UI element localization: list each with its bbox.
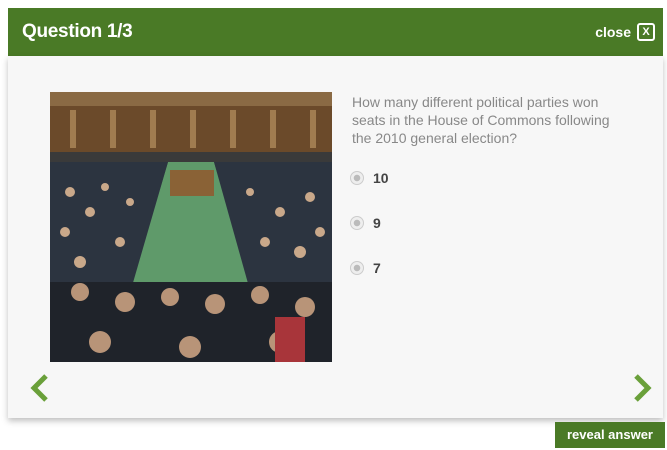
- radio[interactable]: [350, 261, 364, 275]
- option-label: 9: [373, 215, 381, 231]
- close-label: close: [595, 24, 631, 40]
- question-title: Question 1/3: [22, 21, 133, 42]
- option[interactable]: 7: [350, 260, 381, 276]
- prev-arrow[interactable]: [28, 372, 52, 404]
- header: Question 1/3 close X: [8, 8, 663, 56]
- option[interactable]: 10: [350, 170, 389, 186]
- option[interactable]: 9: [350, 215, 381, 231]
- option-label: 10: [373, 170, 389, 186]
- next-arrow[interactable]: [630, 372, 654, 404]
- reveal-button[interactable]: reveal answer: [555, 422, 665, 448]
- quiz-panel: How many different political parties won…: [8, 56, 663, 418]
- option-label: 7: [373, 260, 381, 276]
- radio[interactable]: [350, 171, 364, 185]
- close-icon: X: [637, 23, 655, 41]
- question-text: How many different political parties won…: [352, 94, 610, 146]
- photo: [50, 92, 332, 362]
- radio[interactable]: [350, 216, 364, 230]
- close-button[interactable]: close X: [595, 23, 655, 41]
